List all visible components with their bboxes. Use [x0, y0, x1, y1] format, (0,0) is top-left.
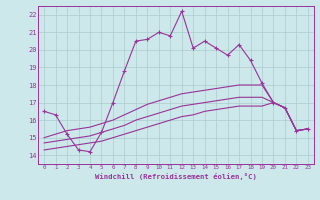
- X-axis label: Windchill (Refroidissement éolien,°C): Windchill (Refroidissement éolien,°C): [95, 173, 257, 180]
